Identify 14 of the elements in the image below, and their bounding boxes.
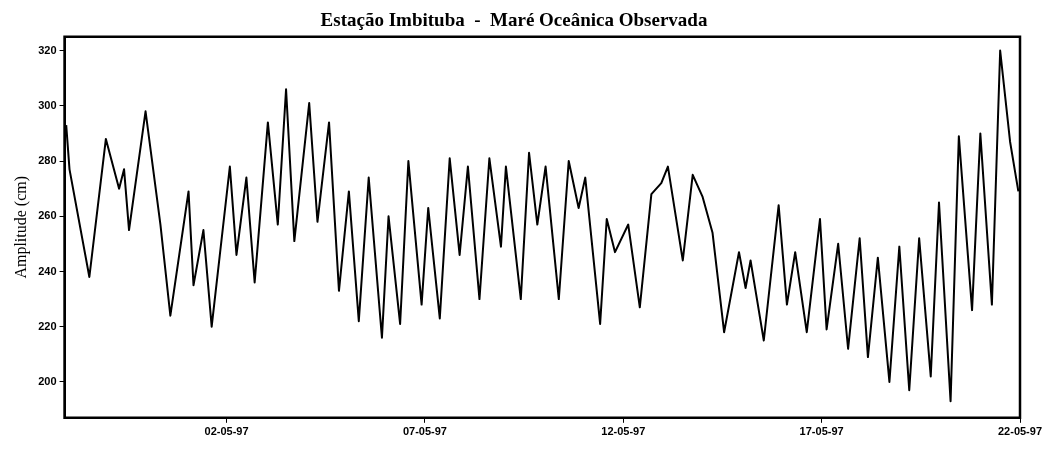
x-tick-label: 17-05-97 bbox=[799, 425, 844, 438]
y-tick-label: 280 bbox=[38, 154, 57, 167]
x-tick-label: 22-05-97 bbox=[997, 425, 1043, 438]
y-tick-label: 220 bbox=[38, 319, 57, 332]
y-tick-label: 260 bbox=[38, 209, 57, 222]
x-tick-label: 07-05-97 bbox=[402, 425, 447, 438]
y-tick-label: 200 bbox=[38, 374, 57, 387]
y-tick-label: 240 bbox=[38, 264, 57, 277]
y-tick-label: 300 bbox=[38, 98, 57, 111]
x-tick-label: 12-05-97 bbox=[601, 425, 646, 438]
x-tick-label: 02-05-97 bbox=[204, 425, 249, 438]
y-tick-label: 320 bbox=[38, 43, 57, 56]
y-axis-title: Amplitude (cm) bbox=[11, 175, 30, 279]
chart-title: Estação Imbituba - Maré Oceânica Observada bbox=[320, 9, 708, 31]
